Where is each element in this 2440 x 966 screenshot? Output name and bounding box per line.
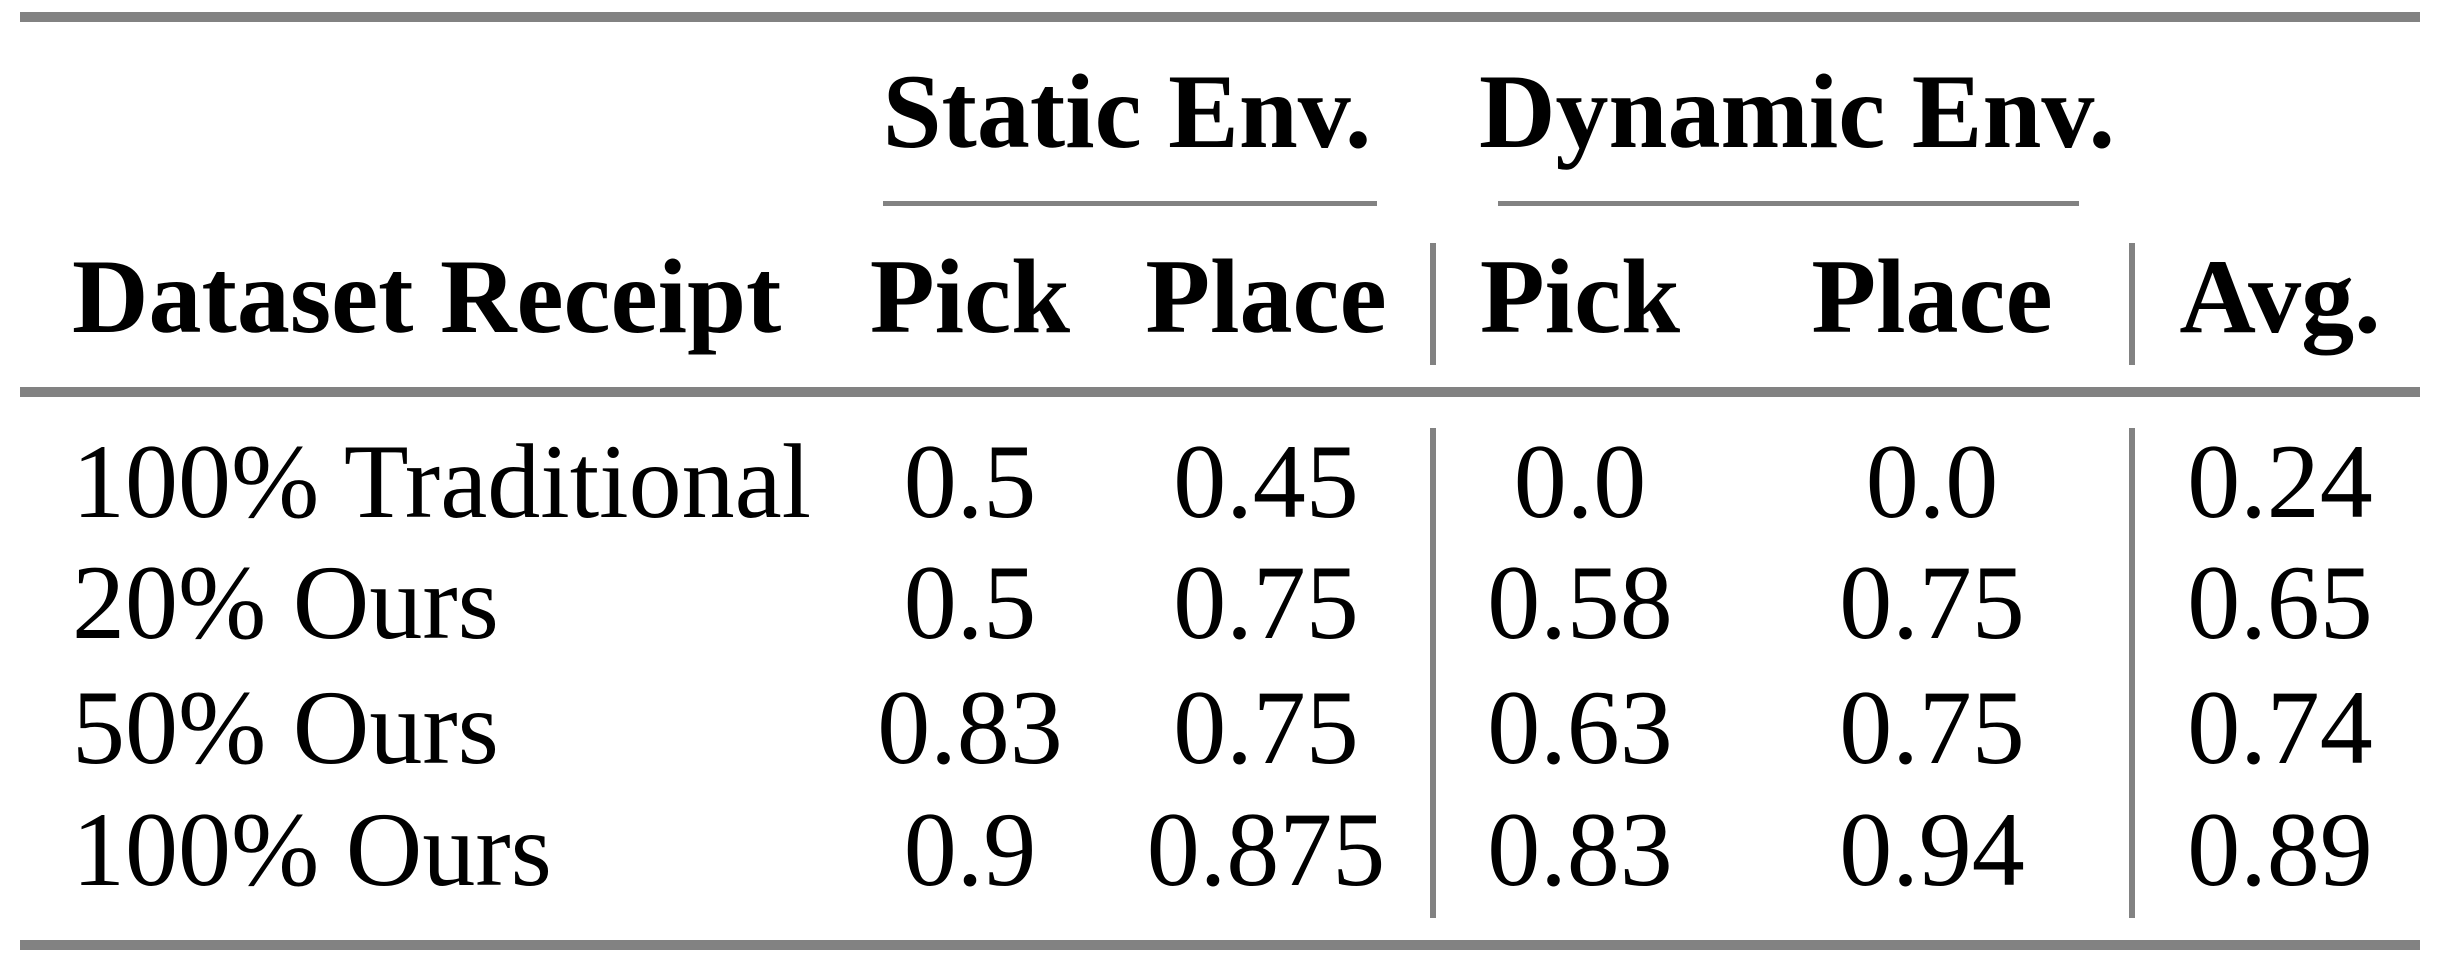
cmidrule-static-env — [883, 201, 1377, 206]
row-label: 100% Traditional — [72, 423, 812, 540]
cell-dynamic-pick: 0.58 — [1487, 544, 1673, 661]
cell-dynamic-place: 0.94 — [1839, 791, 2025, 908]
top-rule — [20, 12, 2420, 22]
col-header-static-place: Place — [1145, 238, 1387, 355]
cell-static-place: 0.75 — [1173, 669, 1359, 786]
col-header-dataset-receipt: Dataset Receipt — [72, 238, 782, 355]
cell-dynamic-place: 0.75 — [1839, 544, 2025, 661]
cell-static-pick: 0.83 — [877, 669, 1063, 786]
cell-dynamic-pick: 0.0 — [1513, 423, 1647, 540]
cell-avg: 0.74 — [2187, 669, 2373, 786]
cell-dynamic-place: 0.75 — [1839, 669, 2025, 786]
cell-avg: 0.65 — [2187, 544, 2373, 661]
vrule-header-static-dynamic — [1430, 243, 1436, 365]
cell-avg: 0.89 — [2187, 791, 2373, 908]
cmidrule-dynamic-env — [1498, 201, 2079, 206]
cell-static-place: 0.875 — [1146, 791, 1386, 908]
mid-rule — [20, 387, 2420, 397]
cell-static-pick: 0.5 — [903, 423, 1037, 540]
vrule-body-dynamic-avg — [2129, 428, 2135, 918]
vrule-body-static-dynamic — [1430, 428, 1436, 918]
cell-static-pick: 0.9 — [903, 791, 1037, 908]
col-header-dynamic-pick: Pick — [1479, 238, 1681, 355]
group-header-dynamic-env: Dynamic Env. — [1478, 53, 2116, 170]
row-label: 20% Ours — [72, 544, 499, 661]
cell-static-place: 0.75 — [1173, 544, 1359, 661]
cell-dynamic-pick: 0.83 — [1487, 791, 1673, 908]
cell-dynamic-pick: 0.63 — [1487, 669, 1673, 786]
bottom-rule — [20, 940, 2420, 950]
row-label: 50% Ours — [72, 669, 499, 786]
col-header-static-pick: Pick — [869, 238, 1071, 355]
col-header-avg: Avg. — [2179, 238, 2381, 355]
cell-dynamic-place: 0.0 — [1865, 423, 1999, 540]
cell-static-place: 0.45 — [1173, 423, 1359, 540]
vrule-header-dynamic-avg — [2129, 243, 2135, 365]
cell-avg: 0.24 — [2187, 423, 2373, 540]
col-header-dynamic-place: Place — [1811, 238, 2053, 355]
row-label: 100% Ours — [72, 791, 552, 908]
group-header-static-env: Static Env. — [882, 53, 1372, 170]
cell-static-pick: 0.5 — [903, 544, 1037, 661]
